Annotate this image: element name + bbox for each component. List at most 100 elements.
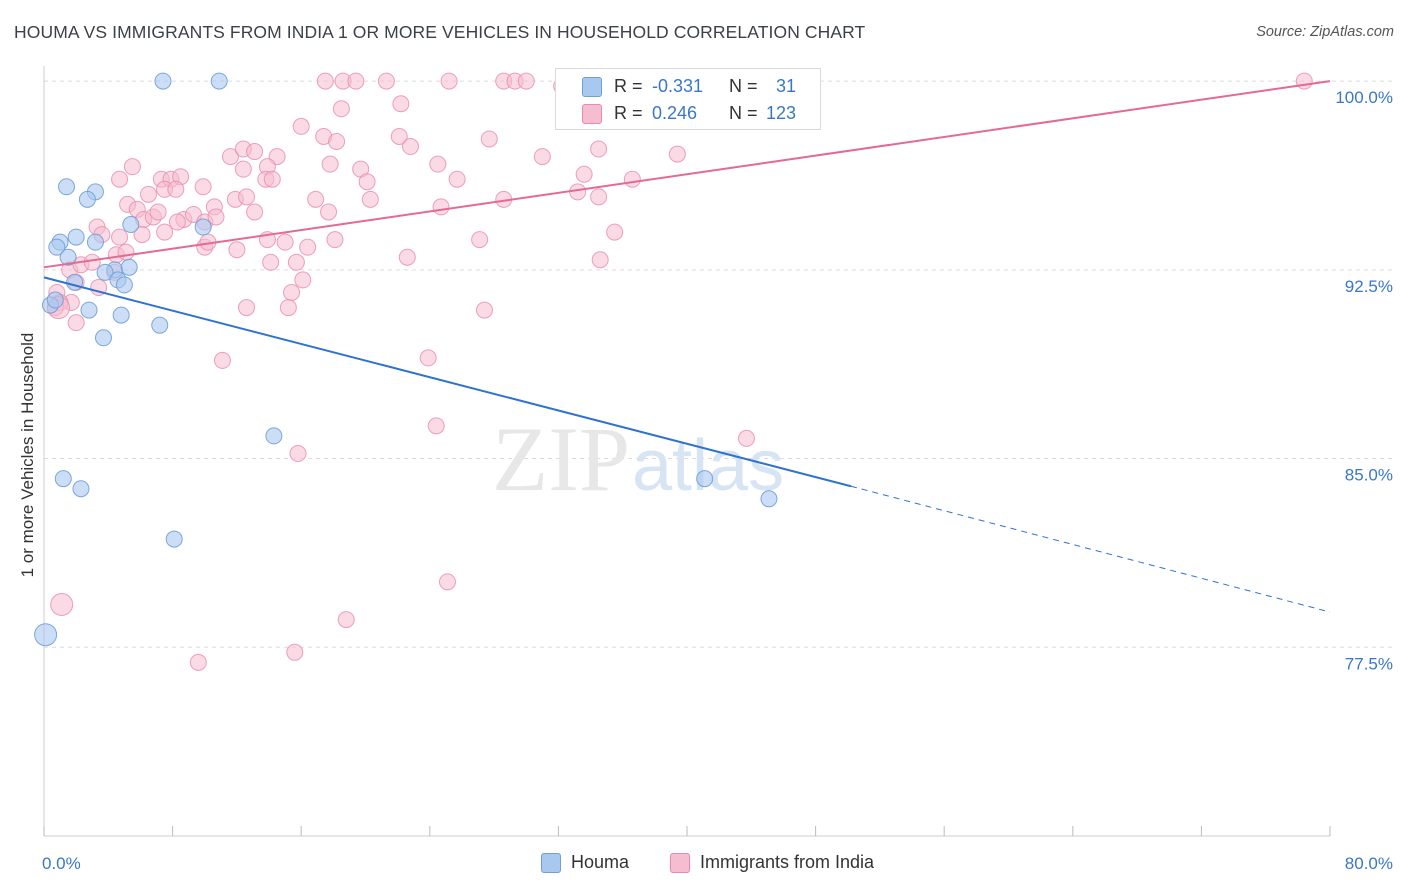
india-point: [167, 180, 185, 198]
r-label: R =: [614, 76, 643, 96]
houma-point: [154, 72, 172, 90]
houma-point: [78, 190, 96, 208]
india-point: [207, 208, 225, 226]
source-label: Source: ZipAtlas.com: [1256, 24, 1394, 40]
houma-point: [66, 273, 84, 291]
houma-point: [151, 316, 169, 334]
india-point: [668, 145, 686, 163]
india-point: [377, 72, 395, 90]
india-point: [234, 160, 252, 178]
houma-point: [48, 238, 66, 256]
x-tick-label: 0.0%: [42, 854, 81, 873]
houma-point: [80, 301, 98, 319]
india-point: [328, 132, 346, 150]
y-tick-label: 92.5%: [1345, 277, 1393, 296]
watermark: ZIP atlas: [492, 408, 784, 510]
chart-title: HOUMA VS IMMIGRANTS FROM INDIA 1 OR MORE…: [14, 22, 866, 42]
india-point: [294, 271, 312, 289]
houma-point: [120, 258, 138, 276]
india-point: [361, 190, 379, 208]
india-point: [307, 190, 325, 208]
houma-swatch: [582, 77, 602, 97]
houma-point: [34, 623, 58, 647]
india-point: [50, 592, 74, 616]
houma-trend-extension: [850, 485, 1331, 613]
houma-point: [46, 291, 64, 309]
r-value: -0.331: [652, 76, 704, 96]
india-point: [337, 611, 355, 629]
houma-point: [265, 427, 283, 445]
india-point: [440, 72, 458, 90]
india-point: [246, 203, 264, 221]
n-label: N =: [729, 103, 758, 123]
houma-trend-line: [43, 276, 852, 488]
india-point: [279, 299, 297, 317]
india-point: [111, 228, 129, 246]
india-point: [590, 140, 608, 158]
houma-point: [194, 218, 212, 236]
india-point: [67, 314, 85, 332]
india-point: [117, 243, 135, 261]
tick-labels: 77.5% 85.0% 92.5% 100.0% 0.0% 80.0%: [42, 88, 1393, 873]
houma-point: [760, 490, 778, 508]
india-point: [591, 251, 609, 269]
y-tick-label: 77.5%: [1345, 654, 1393, 673]
india-point: [427, 417, 445, 435]
india-point: [432, 198, 450, 216]
houma-point: [59, 248, 77, 266]
india-point: [606, 223, 624, 241]
india-point: [517, 72, 535, 90]
india-point: [276, 233, 294, 251]
india-point: [438, 573, 456, 591]
india-point: [263, 170, 281, 188]
y-tick-label: 100.0%: [1335, 88, 1393, 107]
india-point: [737, 429, 755, 447]
legend-item-houma[interactable]: Houma: [541, 852, 629, 873]
india-point: [321, 155, 339, 173]
india-point: [358, 173, 376, 191]
x-tick-label: 80.0%: [1345, 854, 1393, 873]
legend-item-india[interactable]: Immigrants from India: [670, 852, 874, 873]
r-label: R =: [614, 103, 643, 123]
india-point: [194, 178, 212, 196]
houma-points: [34, 72, 778, 647]
r-value: 0.246: [652, 103, 698, 123]
india-point: [83, 253, 101, 271]
india-point: [390, 127, 408, 145]
houma-point: [115, 276, 133, 294]
houma-point: [54, 470, 72, 488]
india-point: [286, 643, 304, 661]
india-point: [238, 299, 256, 317]
india-point: [189, 653, 207, 671]
bottom-legend: Houma Immigrants from India: [0, 852, 1406, 878]
india-point: [111, 170, 129, 188]
india-point: [228, 241, 246, 259]
stats-row-houma: R = -0.331 N = 31: [556, 73, 820, 101]
houma-point: [210, 72, 228, 90]
houma-point: [58, 178, 76, 196]
india-point: [289, 445, 307, 463]
india-point: [402, 138, 420, 156]
india-point: [448, 170, 466, 188]
india-point: [221, 148, 239, 166]
india-point: [292, 117, 310, 135]
stats-row-india: R = 0.246 N = 123: [556, 100, 820, 128]
n-value: 123: [765, 103, 796, 123]
india-point: [156, 223, 174, 241]
legend-label-houma: Houma: [571, 852, 630, 872]
y-tick-label: 85.0%: [1345, 466, 1393, 485]
india-point: [1295, 72, 1313, 90]
india-point: [287, 253, 305, 271]
india-point: [623, 170, 641, 188]
y-axis-label: 1 or more Vehicles in Household: [18, 333, 37, 578]
n-label: N =: [729, 76, 758, 96]
india-point: [480, 130, 498, 148]
india-point: [213, 351, 231, 369]
houma-point: [94, 329, 112, 347]
india-point: [475, 301, 493, 319]
india-point: [133, 226, 151, 244]
india-point: [590, 188, 608, 206]
houma-point: [86, 233, 104, 251]
watermark-zip: ZIP: [492, 408, 630, 510]
india-point: [299, 238, 317, 256]
